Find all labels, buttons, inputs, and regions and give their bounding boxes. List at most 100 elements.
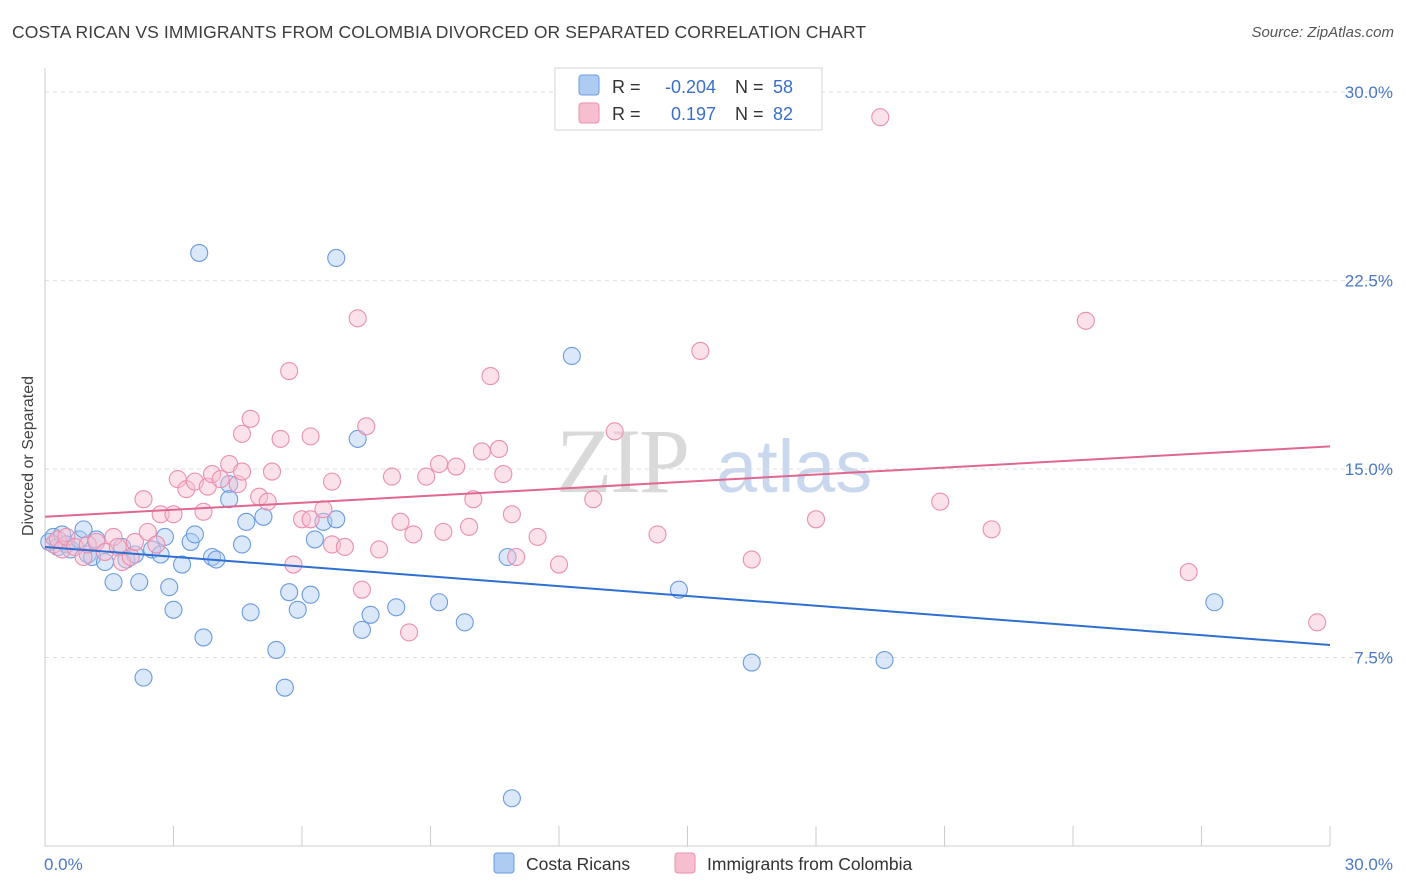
costa-rican-point-45	[348, 429, 367, 448]
colombia-point-29	[232, 424, 252, 443]
colombia-point-38	[301, 510, 320, 529]
trend-line-costa-ricans	[44, 545, 1331, 646]
colombia-point-9	[104, 527, 123, 546]
costa-rican-point-53	[562, 346, 581, 366]
colombia-point-45	[352, 580, 372, 599]
colombia-point-63	[507, 547, 526, 567]
legend-n-label-1: N =	[735, 77, 764, 97]
costa-rican-point-40	[301, 585, 320, 604]
colombia-point-47	[370, 540, 389, 559]
costa-rican-point-48	[387, 598, 406, 617]
costa-rican-point-7	[74, 520, 93, 539]
legend-n-label-2: N =	[735, 104, 764, 124]
colombia-point-46	[357, 417, 376, 436]
costa-rican-point-54	[669, 580, 688, 599]
costa-rican-point-52	[502, 789, 521, 808]
costa-rican-point-57	[1205, 593, 1224, 612]
costa-rican-point-47	[361, 605, 380, 624]
colombia-point-30	[241, 409, 260, 428]
series-legend-label-costa-ricans: Costa Ricans	[526, 854, 630, 874]
x-tick-label-max: 30.0%	[1345, 855, 1393, 874]
colombia-point-66	[584, 490, 603, 509]
colombia-point-18	[164, 505, 183, 524]
colombia-point-16	[147, 535, 166, 554]
costa-rican-point-44	[327, 248, 346, 268]
colombia-point-54	[434, 522, 453, 541]
legend-swatch-blue	[578, 74, 600, 96]
axes	[44, 68, 1331, 847]
costa-rican-point-56	[875, 650, 894, 670]
costa-rican-point-36	[267, 640, 286, 660]
colombia-point-51	[404, 525, 423, 544]
colombia-point-35	[280, 361, 299, 381]
x-tick-label-min: 0.0%	[44, 855, 83, 874]
costa-rican-point-26	[190, 243, 209, 262]
series-colombia-points	[44, 108, 1327, 642]
costa-rican-point-34	[241, 603, 260, 622]
y-tick-label-0: 7.5%	[1354, 649, 1393, 668]
legend-r-value-2: 0.197	[671, 104, 716, 124]
chart-title: COSTA RICAN VS IMMIGRANTS FROM COLOMBIA …	[12, 22, 867, 42]
colombia-point-60	[489, 439, 509, 458]
colombia-point-73	[931, 492, 950, 511]
colombia-point-61	[494, 465, 513, 484]
series-legend-swatch-pink	[674, 852, 696, 874]
colombia-point-52	[417, 467, 436, 486]
costa-rican-point-41	[305, 530, 324, 549]
colombia-point-62	[502, 505, 521, 524]
colombia-point-32	[258, 492, 277, 511]
colombia-point-50	[400, 623, 419, 642]
colombia-point-55	[447, 457, 466, 476]
legend-n-value-2: 82	[773, 104, 793, 124]
colombia-point-13	[125, 532, 144, 551]
colombia-point-28	[232, 462, 252, 481]
colombia-point-42	[322, 472, 342, 491]
colombia-point-48	[382, 467, 402, 486]
costa-rican-point-39	[288, 600, 307, 619]
tick-labels: 7.5% 15.0% 22.5% 30.0% 0.0% 30.0%	[44, 83, 1393, 874]
costa-rican-point-25	[185, 525, 204, 544]
gridlines	[45, 91, 1392, 659]
series-legend-label-colombia: Immigrants from Colombia	[707, 854, 912, 874]
colombia-point-15	[138, 522, 157, 541]
colombia-point-59	[481, 367, 500, 386]
legend-r-value-1: -0.204	[665, 77, 716, 97]
colombia-point-14	[134, 490, 153, 509]
costa-rican-point-31	[220, 490, 239, 509]
costa-rican-point-43	[327, 510, 346, 529]
colombia-point-49	[391, 512, 410, 531]
colombia-point-76	[1179, 563, 1198, 582]
legend-r-label-1: R =	[612, 77, 641, 97]
costa-rican-point-38	[280, 583, 299, 602]
colombia-point-39	[301, 427, 320, 446]
watermark-atlas: atlas	[716, 425, 872, 508]
series-legend-swatch-blue	[493, 852, 515, 874]
costa-rican-point-46	[352, 620, 372, 639]
costa-rican-point-27	[194, 628, 213, 647]
legend-n-value-1: 58	[773, 77, 793, 97]
costa-rican-point-23	[173, 555, 192, 574]
costa-rican-point-21	[160, 578, 179, 597]
colombia-point-72	[871, 108, 890, 127]
colombia-point-57	[464, 490, 483, 509]
costa-rican-point-12	[104, 573, 123, 592]
colombia-point-44	[348, 309, 367, 328]
y-axis-label: Divorced or Separated	[20, 376, 37, 536]
colombia-point-33	[262, 462, 282, 481]
costa-rican-point-33	[237, 512, 256, 531]
trend-line-colombia	[44, 445, 1331, 518]
colombia-point-58	[472, 442, 491, 461]
costa-rican-point-35	[254, 507, 273, 526]
colombia-point-68	[648, 525, 667, 544]
costa-rican-point-50	[455, 613, 474, 632]
colombia-point-69	[691, 341, 710, 360]
colombia-point-75	[1076, 311, 1095, 330]
colombia-point-56	[459, 517, 479, 536]
costa-rican-point-16	[130, 573, 149, 592]
y-tick-label-3: 30.0%	[1345, 83, 1393, 102]
costa-rican-point-37	[275, 678, 294, 697]
costa-rican-point-55	[742, 653, 761, 672]
costa-rican-point-49	[430, 593, 449, 612]
costa-rican-point-17	[134, 668, 153, 687]
